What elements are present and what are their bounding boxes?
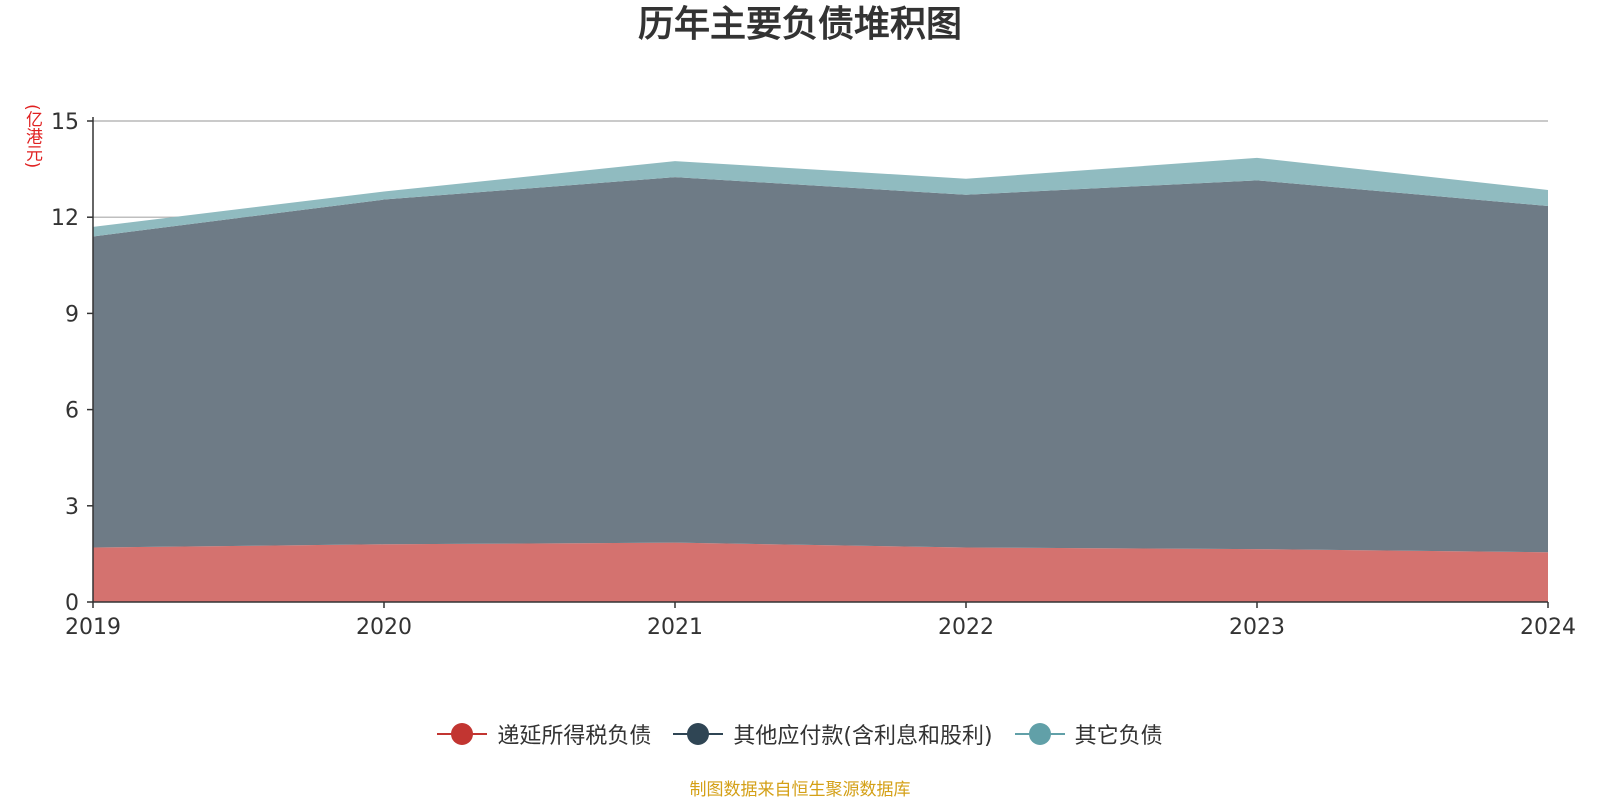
area-series — [93, 157, 1548, 602]
chart-title: 历年主要负债堆积图 — [637, 4, 962, 45]
legend-marker-icon — [1014, 722, 1065, 746]
legend-marker-icon — [437, 722, 488, 746]
y-tick-label: 9 — [65, 302, 79, 327]
y-tick-label: 15 — [51, 110, 79, 135]
x-tick-label: 2023 — [1229, 615, 1285, 640]
area-series-1[interactable] — [93, 542, 1548, 602]
x-tick-label: 2024 — [1520, 615, 1576, 640]
area-series-3[interactable] — [93, 157, 1548, 237]
legend-item-3[interactable]: 其它负债 — [1014, 718, 1163, 750]
y-tick-label: 12 — [51, 206, 79, 231]
legend-item-2[interactable]: 其他应付款(含利息和股利) — [673, 718, 993, 750]
legend-marker-icon — [673, 722, 724, 746]
area-series-2[interactable] — [93, 177, 1548, 553]
y-tick-label: 0 — [65, 591, 79, 616]
axes — [87, 117, 1549, 608]
legend-item-1[interactable]: 递延所得税负债 — [437, 718, 651, 750]
legend-label: 其他应付款(含利息和股利) — [733, 724, 993, 749]
x-tick-label: 2021 — [647, 615, 703, 640]
y-tick-label: 3 — [65, 495, 79, 520]
x-tick-label: 2022 — [938, 615, 994, 640]
x-tick-label: 2020 — [356, 615, 412, 640]
tick-labels: 0 3 6 9 12 15 2019 2020 2021 2022 2023 2024 — [51, 110, 1576, 640]
legend-label: 递延所得税负债 — [497, 724, 652, 749]
y-axis-unit-label: (亿港元) — [22, 104, 42, 169]
y-tick-label: 6 — [65, 399, 79, 424]
legend-label: 其它负债 — [1074, 724, 1163, 749]
legend: 递延所得税负债 其他应付款(含利息和股利) 其它负债 — [0, 718, 1600, 750]
x-tick-label: 2019 — [65, 615, 121, 640]
source-note: 制图数据来自恒生聚源数据库 — [689, 780, 911, 800]
